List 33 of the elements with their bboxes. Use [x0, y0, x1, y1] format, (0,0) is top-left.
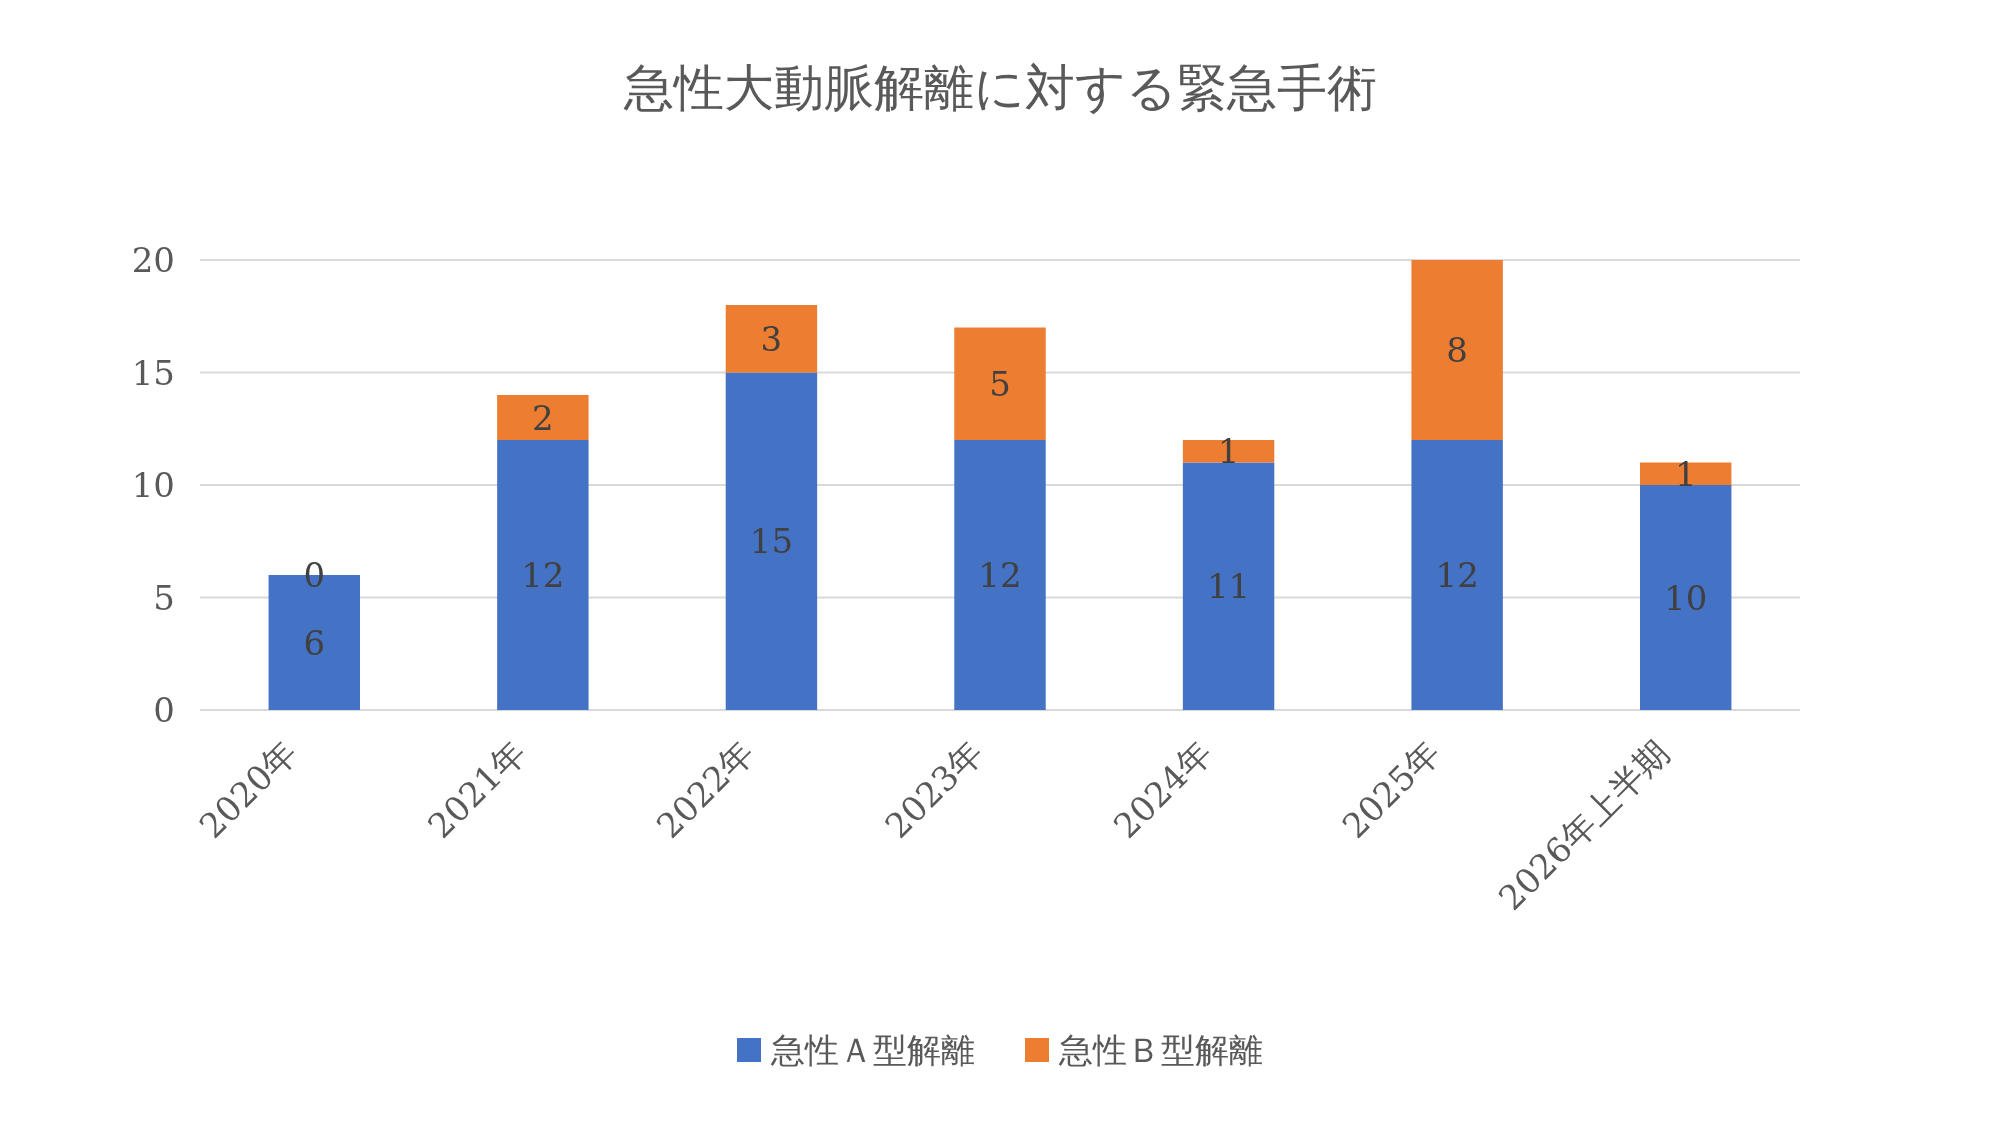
- data-label: 12: [1435, 555, 1479, 595]
- bar: [954, 327, 1046, 440]
- bar: [1182, 440, 1275, 463]
- y-tick-label: 20: [131, 240, 175, 280]
- y-tick-label: 5: [153, 577, 175, 618]
- data-label: 3: [760, 318, 783, 359]
- legend-label: 急性Ａ型解離: [770, 1030, 975, 1070]
- bar: [954, 440, 1046, 710]
- y-tick-label: 0: [153, 690, 175, 730]
- bar: [497, 440, 589, 710]
- bar: [1640, 462, 1732, 485]
- bar: [1640, 485, 1732, 710]
- legend-label: 急性Ｂ型解離: [1058, 1030, 1263, 1070]
- data-label: 12: [978, 555, 1022, 595]
- bar: [1411, 440, 1503, 710]
- bar: [497, 395, 589, 440]
- bar: [725, 372, 818, 710]
- data-label: 1: [1217, 431, 1240, 472]
- data-label: 5: [989, 363, 1011, 404]
- y-tick-label: 15: [131, 352, 175, 393]
- data-label: 2: [532, 397, 554, 438]
- bar: [1411, 260, 1503, 440]
- y-tick-label: 10: [131, 465, 175, 505]
- data-label: 11: [1206, 566, 1251, 607]
- data-label: 1: [1674, 453, 1697, 494]
- data-label: 8: [1446, 330, 1468, 370]
- data-label: 6: [303, 622, 326, 663]
- data-label: 12: [521, 555, 565, 595]
- data-label: 15: [749, 521, 794, 562]
- chart-title: 急性大動脈解離に対する緊急手術: [622, 59, 1377, 117]
- bar: [1182, 462, 1275, 710]
- bar: [725, 305, 818, 373]
- data-label: 10: [1664, 577, 1708, 618]
